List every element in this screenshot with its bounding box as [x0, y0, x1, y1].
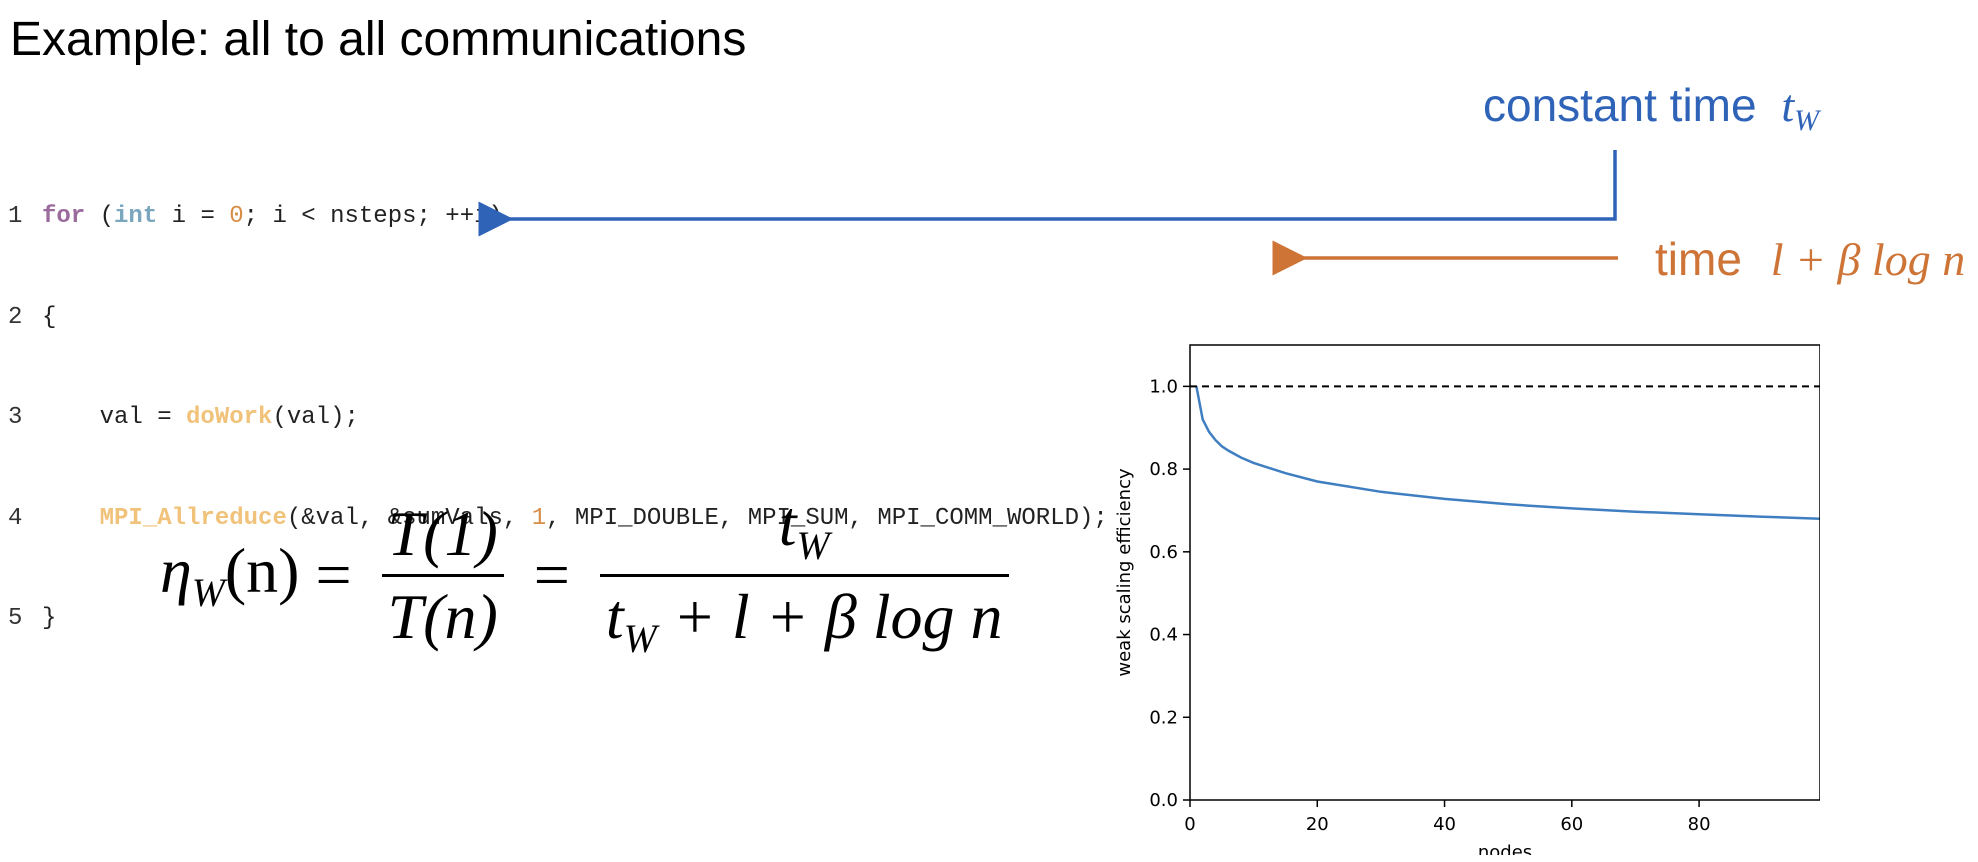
code-text: i =: [157, 203, 230, 230]
title-emphasis: Example: [10, 13, 197, 66]
annotation-constant-time: constant time tW: [1483, 78, 1819, 138]
code-text: (&val, &sumVals,: [286, 504, 532, 532]
code-text: val =: [42, 404, 187, 431]
code-text: , MPI_DOUBLE, MPI_SUM, MPI_COMM_WORLD);: [546, 504, 1108, 532]
annotation-expression: l + β log n: [1770, 234, 1966, 285]
y-tick-label: 0.6: [1149, 542, 1178, 563]
fraction-denominator: tW + l + β log n: [599, 573, 1009, 661]
fraction-denominator: T(n): [381, 573, 504, 650]
arrow-constant-time: [478, 150, 1617, 237]
code-line-3: 3 val = doWork(val);: [8, 401, 1108, 435]
code-line-4: 4 MPI_Allreduce(&val, &sumVals, 1, MPI_D…: [8, 502, 1108, 536]
code-text: (val);: [272, 404, 359, 431]
x-axis-label: nodes: [1478, 842, 1532, 855]
line-number: 1: [8, 203, 23, 230]
series-line-0: [1195, 386, 1820, 520]
code-line-2: 2{: [8, 301, 1108, 335]
line-number: 2: [8, 303, 23, 331]
x-tick-label: 0: [1184, 814, 1195, 835]
x-tick-label: 80: [1688, 814, 1711, 835]
fraction-time-ratio: tW tW + l + β log n: [599, 488, 1009, 661]
x-tick-label: 60: [1560, 814, 1583, 835]
efficiency-formula: ηW(n) = T(1) T(n) = tW tW + l + β log n: [160, 490, 1023, 660]
annotation-text: constant time: [1483, 79, 1757, 131]
code-text: {: [42, 303, 57, 331]
y-tick-label: 0.0: [1149, 790, 1178, 811]
annotation-text: time: [1655, 233, 1742, 285]
fraction-numerator: tW: [778, 488, 830, 568]
number-literal: 0: [229, 203, 244, 230]
line-number: 4: [8, 504, 23, 532]
plot-frame: [1189, 344, 1820, 801]
type-int: int: [114, 203, 158, 230]
annotation-symbol: tW: [1781, 80, 1820, 137]
title-rest: : all to all communications: [196, 13, 747, 66]
x-tick-label: 40: [1433, 814, 1456, 835]
function-dowork: doWork: [186, 404, 273, 431]
code-listing: 1 for (int i = 0; i < nsteps; ++i) 2{ 3 v…: [8, 133, 1108, 703]
y-tick-label: 0.4: [1149, 625, 1178, 646]
number-literal: 1: [531, 504, 547, 532]
code-text: (: [85, 203, 115, 230]
formula-equals: =: [315, 539, 352, 611]
y-tick-label: 0.8: [1149, 459, 1178, 480]
y-axis-label: weak scaling efficiency: [1114, 468, 1135, 677]
annotation-log-time: time l + β log n: [1655, 232, 1965, 286]
y-tick-label: 1.0: [1149, 376, 1178, 397]
formula-equals: =: [533, 539, 570, 611]
fraction-numerator: T(1): [387, 498, 498, 570]
x-tick-label: 20: [1306, 814, 1329, 835]
line-number: 3: [8, 404, 23, 431]
weak-scaling-chart: 0 20 40 60 80 0.0 0.2 0.4 0.6 0.8 1.0 nodes weak sca…: [1114, 344, 1820, 855]
y-tick-label: 0.2: [1149, 707, 1178, 728]
line-number: 5: [8, 605, 23, 632]
code-text: }: [42, 605, 57, 632]
function-mpi-allreduce: MPI_Allreduce: [99, 504, 287, 532]
keyword-for: for: [42, 203, 86, 230]
slide-title: Example: all to all communications: [10, 10, 746, 70]
fraction-t1-over-tn: T(1) T(n): [381, 498, 504, 650]
code-line-5: 5}: [8, 602, 1108, 636]
formula-lhs: ηW(n): [160, 535, 300, 615]
